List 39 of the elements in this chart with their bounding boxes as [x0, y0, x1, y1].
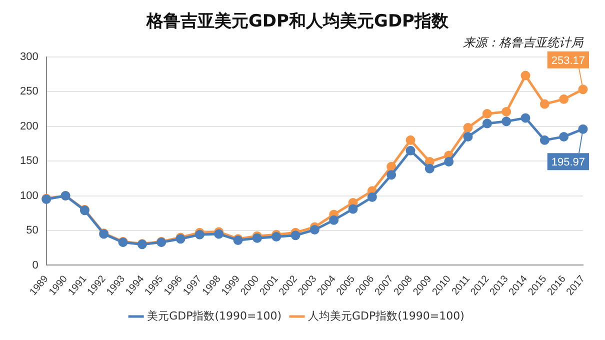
y-tick-label: 300 — [20, 50, 38, 63]
point — [367, 192, 377, 202]
point — [520, 113, 530, 123]
legend-label: 美元GDP指数(1990=100) — [147, 309, 282, 322]
point — [424, 164, 434, 174]
point — [348, 204, 358, 214]
y-tick-label: 0 — [32, 259, 38, 272]
point — [559, 94, 569, 104]
point — [463, 132, 473, 142]
point — [329, 215, 339, 225]
chart-title: 格鲁吉亚美元GDP和人均美元GDP指数 — [145, 12, 450, 32]
point — [502, 106, 512, 116]
legend-label: 人均美元GDP指数(1990=100) — [308, 309, 464, 322]
point — [520, 70, 530, 80]
point — [463, 122, 473, 132]
y-tick-label: 100 — [20, 190, 38, 202]
point — [406, 146, 416, 156]
point — [290, 230, 300, 240]
annotation: 253.17 — [551, 54, 586, 67]
point — [482, 109, 492, 119]
point — [482, 118, 492, 128]
point — [559, 132, 569, 142]
y-tick-label: 150 — [20, 155, 38, 168]
source-note: 来源：格鲁吉亚统计局 — [463, 36, 584, 50]
point — [540, 99, 550, 109]
annotation: 195.97 — [551, 156, 586, 169]
point — [386, 162, 396, 172]
point — [540, 135, 550, 145]
y-tick-label: 50 — [26, 224, 38, 237]
point — [444, 156, 454, 166]
point — [406, 135, 416, 145]
y-tick-label: 200 — [20, 120, 38, 132]
point — [310, 225, 320, 235]
point — [502, 116, 512, 126]
point — [578, 124, 588, 134]
point — [272, 232, 282, 242]
point — [386, 170, 396, 180]
y-tick-label: 250 — [20, 86, 38, 98]
point — [578, 84, 588, 94]
